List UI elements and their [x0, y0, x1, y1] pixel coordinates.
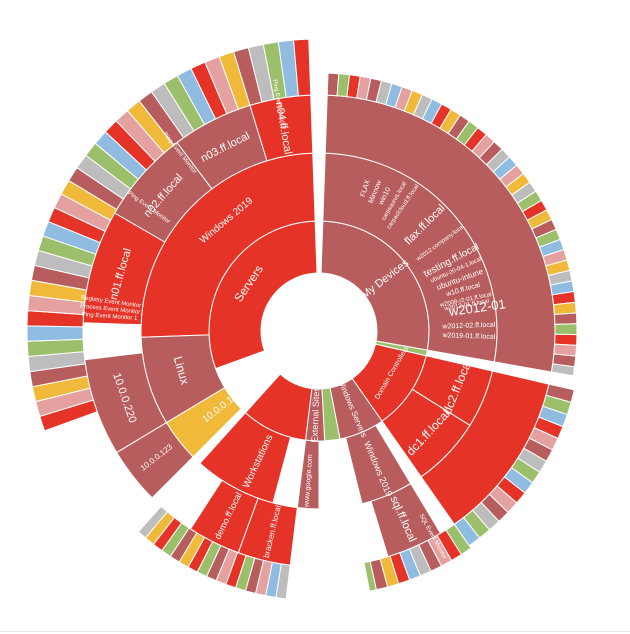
- monitor-slice[interactable]: [552, 301, 577, 316]
- monitor-slice[interactable]: [554, 323, 578, 336]
- bottom-divider: [0, 631, 630, 632]
- monitor-slice[interactable]: [137, 505, 169, 539]
- center-hole[interactable]: [261, 273, 377, 389]
- monitor-slice[interactable]: [453, 516, 481, 547]
- segment-10-0-0-123[interactable]: [116, 421, 194, 499]
- ring-groups: [208, 220, 430, 442]
- monitor-slice[interactable]: [554, 333, 578, 346]
- monitor-slice[interactable]: [293, 38, 312, 97]
- ring-monitors: [26, 38, 578, 600]
- segment-external-child[interactable]: [296, 439, 320, 510]
- monitor-slice[interactable]: [553, 312, 578, 325]
- ring-subgroups: [140, 152, 498, 510]
- monitor-slice[interactable]: [550, 363, 576, 377]
- monitor-slice[interactable]: [26, 325, 84, 342]
- monitor-slice[interactable]: [363, 560, 377, 592]
- ring-devices: [82, 94, 556, 566]
- segment-10-0-0-220[interactable]: [84, 352, 168, 454]
- label-forcefield: www.forcefield.com: [320, 454, 328, 507]
